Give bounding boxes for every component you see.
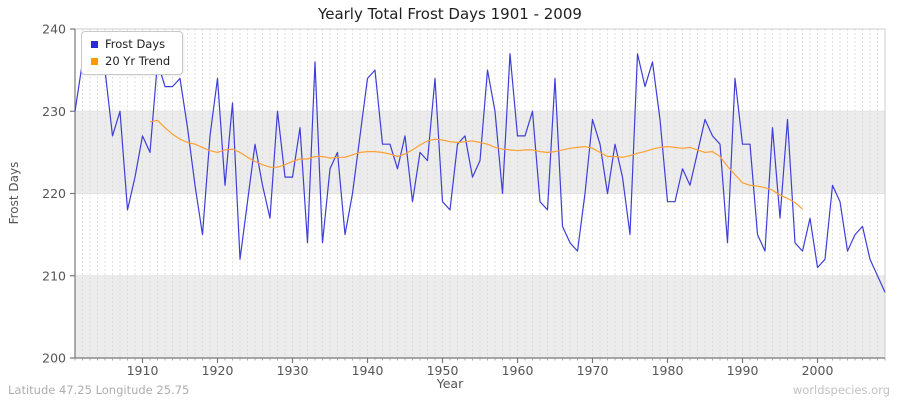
- coordinates-label: Latitude 47.25 Longitude 25.75: [8, 383, 190, 397]
- x-tick-label: 1950: [427, 363, 459, 378]
- y-axis-title: Frost Days: [7, 161, 21, 225]
- frost-days-legend-label: Frost Days: [105, 37, 166, 51]
- x-tick-label: 1930: [277, 363, 309, 378]
- y-tick-label: 210: [42, 268, 66, 283]
- x-tick-label: 1980: [652, 363, 684, 378]
- x-tick-label: 1920: [202, 363, 234, 378]
- y-tick-label: 230: [42, 104, 66, 119]
- x-tick-label: 1940: [352, 363, 384, 378]
- x-axis-title: Year: [436, 376, 464, 391]
- y-tick-label: 220: [42, 186, 66, 201]
- trend-legend-swatch: [91, 58, 98, 65]
- x-tick-label: 1990: [727, 363, 759, 378]
- legend-item-trend: 20 Yr Trend: [91, 53, 170, 70]
- trend-line: [149, 119, 803, 210]
- legend-item-frost-days: Frost Days: [91, 36, 170, 53]
- y-tick-label: 240: [42, 22, 66, 37]
- frost-days-line: [74, 53, 886, 293]
- y-tick-label: 200: [42, 351, 66, 366]
- x-tick-label: 1960: [502, 363, 534, 378]
- x-tick-label: 1970: [577, 363, 609, 378]
- chart-title: Yearly Total Frost Days 1901 - 2009: [318, 5, 582, 23]
- x-tick-label: 2000: [802, 363, 834, 378]
- source-label: worldspecies.org: [792, 383, 890, 397]
- legend: Frost Days 20 Yr Trend: [81, 31, 184, 75]
- frost-days-legend-swatch: [91, 41, 98, 48]
- trend-legend-label: 20 Yr Trend: [105, 54, 171, 68]
- x-tick-label: 1910: [127, 363, 159, 378]
- band-220: [75, 111, 885, 194]
